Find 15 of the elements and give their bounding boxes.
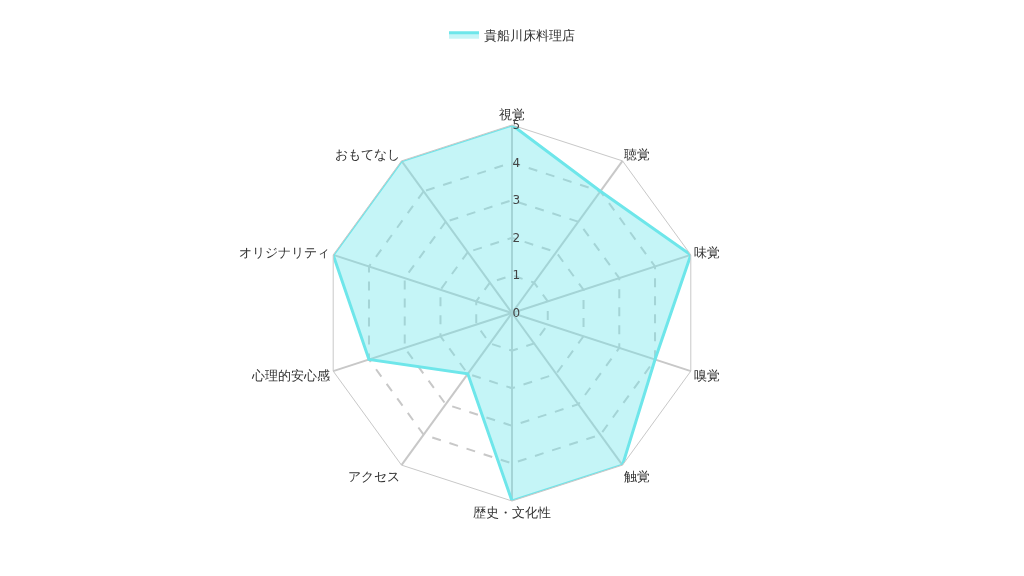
- y-tick-label: 3: [512, 193, 521, 208]
- spoke-label: 触覚: [624, 468, 651, 484]
- y-tick-label: 0: [512, 305, 521, 320]
- spoke-label: アクセス: [347, 468, 400, 484]
- y-tick-label: 2: [512, 230, 521, 245]
- y-tick-label: 4: [512, 155, 521, 170]
- spoke-label: 味覚: [693, 245, 720, 261]
- spoke-label: オリジナリティ: [239, 245, 331, 261]
- spoke-label: 嗅覚: [693, 368, 720, 384]
- spoke-label: おもてなし: [334, 146, 400, 162]
- spoke-label: 心理的安心感: [251, 368, 331, 384]
- y-tick-label: 1: [512, 268, 521, 283]
- spoke-label: 歴史・文化性: [473, 505, 551, 521]
- legend-label: 貴船川床料理店: [484, 27, 575, 43]
- spoke-label: 聴覚: [624, 146, 651, 162]
